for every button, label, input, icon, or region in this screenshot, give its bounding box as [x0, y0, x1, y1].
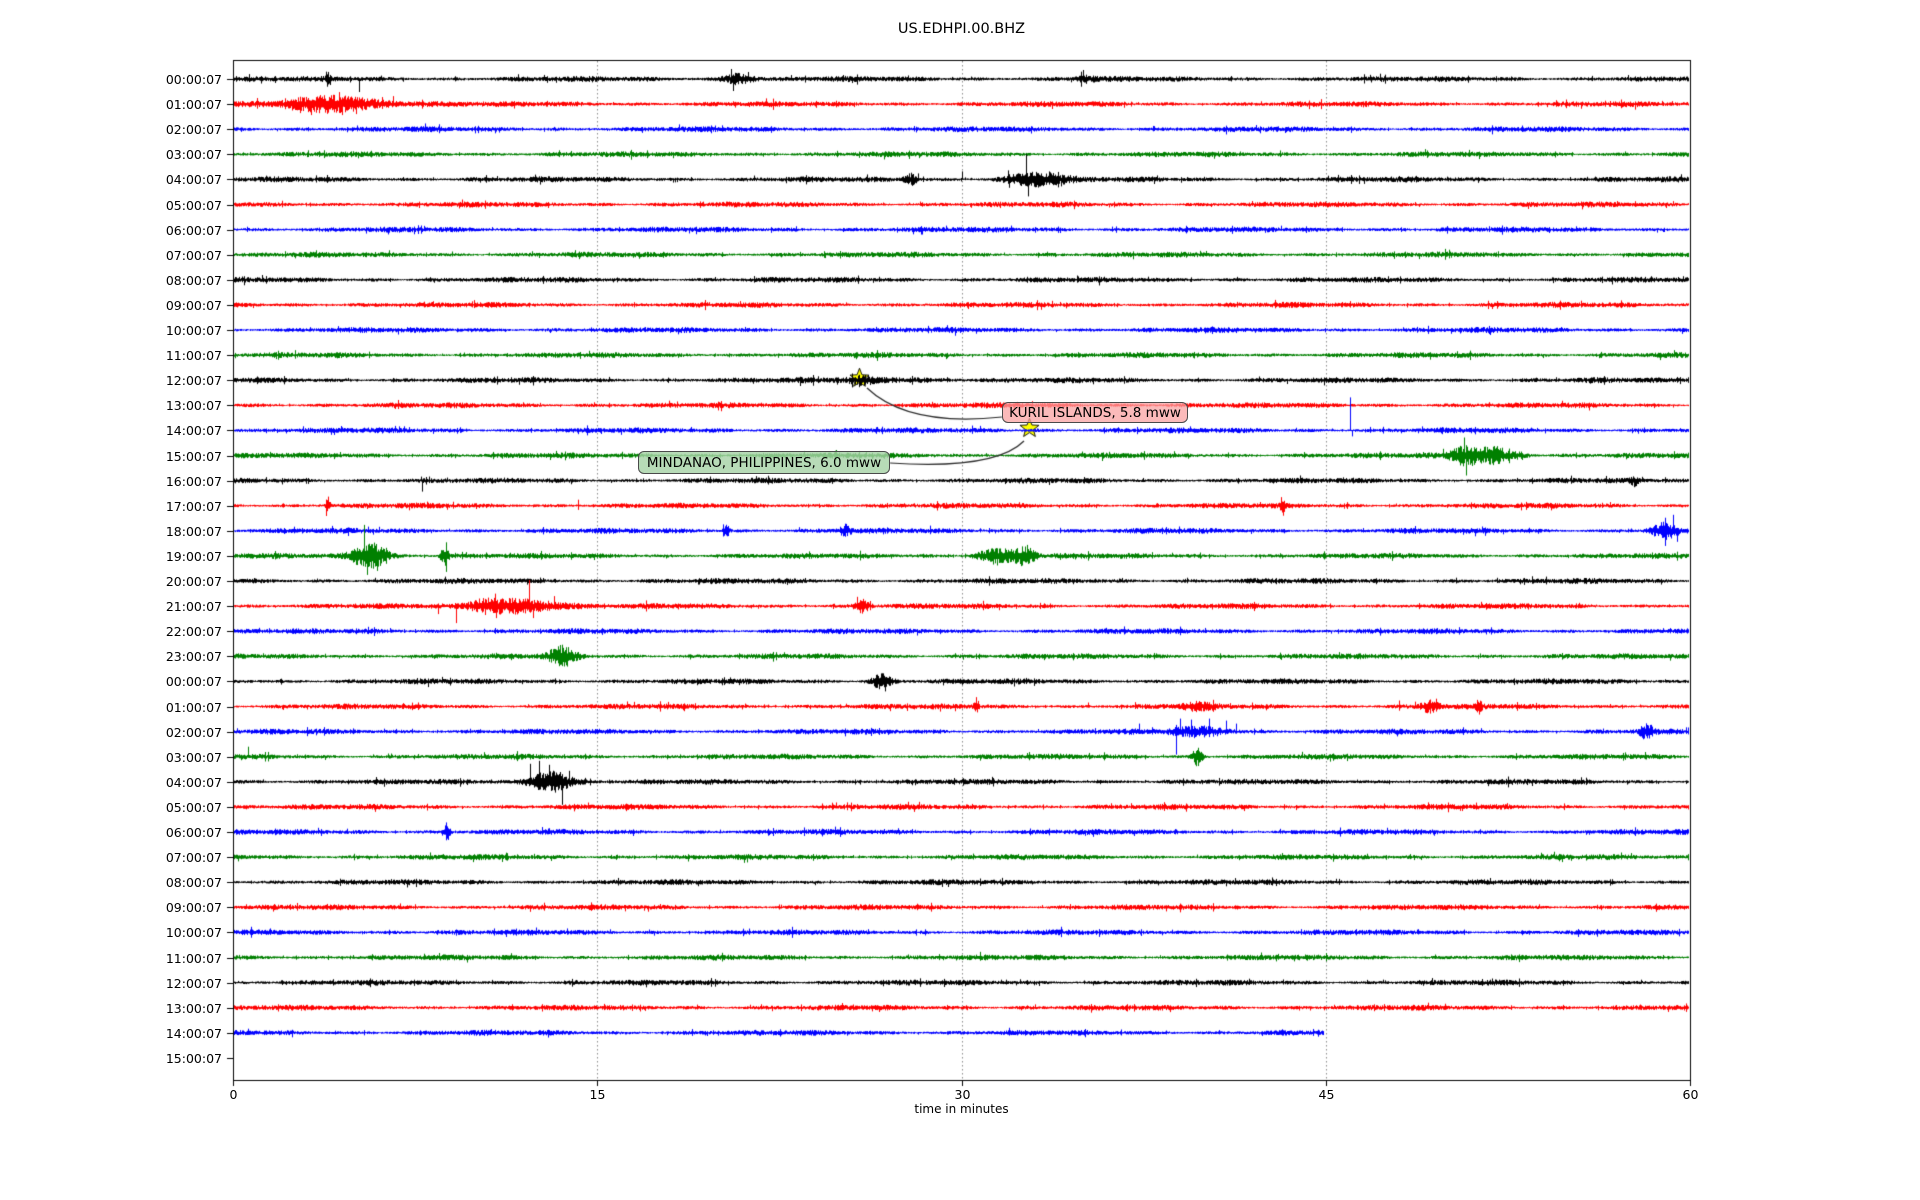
- waveform-canvas: [0, 0, 1920, 1200]
- seismogram-figure: US.EDHPI.00.BHZ time in minutes 0 15 30 45 6…: [0, 0, 1920, 1200]
